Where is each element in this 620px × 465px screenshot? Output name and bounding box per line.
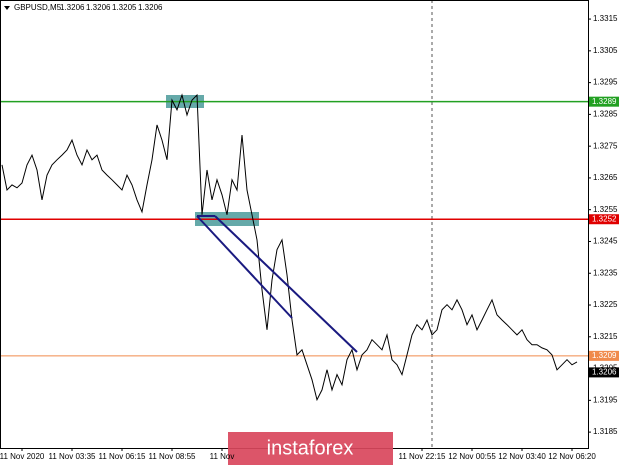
y-tick-label: 1.3225 — [593, 300, 618, 309]
level-label: 1.3209 — [592, 351, 617, 360]
y-tick-label: 1.3265 — [593, 173, 618, 182]
x-tick-label: 12 Nov 00:55 — [448, 452, 496, 461]
y-tick-label: 1.3275 — [593, 141, 618, 150]
header: GBPUSD,M5 1.3206 1.3206 1.3205 1.3206 — [14, 3, 163, 12]
y-tick-label: 1.3215 — [593, 332, 618, 341]
x-tick-label: 12 Nov 03:40 — [498, 452, 546, 461]
level-label-box — [589, 214, 619, 225]
plot — [0, 93, 588, 402]
x-tick-label: 11 Nov 06:15 — [99, 452, 147, 461]
level-label-box — [589, 96, 619, 107]
high: 1.3206 — [86, 3, 111, 12]
y-tick-label: 1.3245 — [593, 237, 618, 246]
y-tick-label: 1.3255 — [593, 205, 618, 214]
price-line — [1, 93, 578, 402]
last-price-label: 1.3206 — [592, 367, 617, 376]
y-tick-label: 1.3195 — [593, 395, 618, 404]
last-price-box — [589, 367, 619, 378]
y-tick-label: 1.3235 — [593, 268, 618, 277]
x-tick-label: 11 Nov — [210, 452, 235, 461]
close: 1.3206 — [138, 3, 163, 12]
y-tick-label: 1.3285 — [593, 109, 618, 118]
trend-line — [214, 215, 358, 353]
y-tick-label: 1.3305 — [593, 46, 618, 55]
watermark-box — [228, 432, 393, 465]
overlay: instaforex — [228, 432, 393, 465]
trend-line — [196, 215, 293, 319]
level-label-box — [589, 350, 619, 361]
watermark: instaforex — [267, 437, 354, 459]
y-tick-label: 1.3295 — [593, 78, 618, 87]
y-tick-label: 1.3315 — [593, 14, 618, 23]
level-label: 1.3252 — [592, 214, 617, 223]
y-tick-label: 1.3185 — [593, 427, 618, 436]
x-tick-label: 11 Nov 03:35 — [49, 452, 97, 461]
low: 1.3205 — [112, 3, 137, 12]
symbol: GBPUSD,M5 — [14, 3, 62, 12]
menu-arrow — [4, 6, 10, 10]
x-tick-label: 11 Nov 08:55 — [149, 452, 197, 461]
open: 1.3206 — [60, 3, 85, 12]
level-label: 1.3289 — [592, 97, 617, 106]
x-tick-label: 12 Nov 06:20 — [548, 452, 596, 461]
x-tick-label: 11 Nov 2020 — [0, 452, 45, 461]
x-tick-label: 11 Nov 22:15 — [399, 452, 447, 461]
